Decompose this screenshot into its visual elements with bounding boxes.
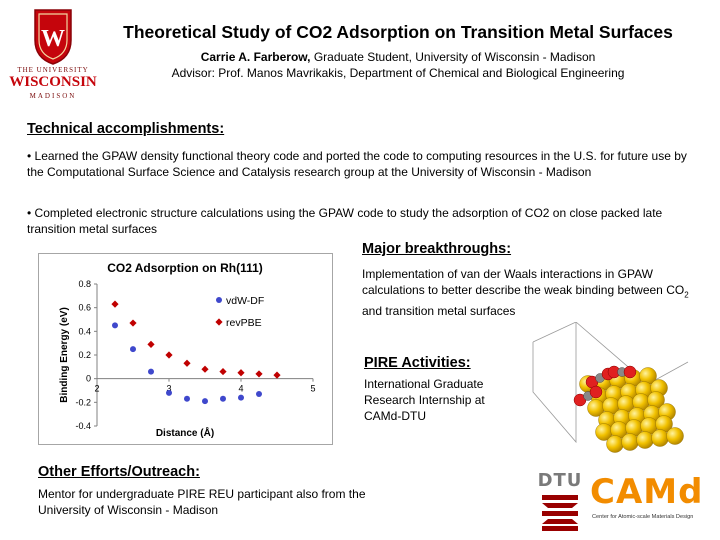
legend-label: revPBE [226, 317, 262, 329]
data-point-vdw-df [148, 368, 154, 375]
y-tick-label: 0.6 [78, 303, 91, 313]
uw-logo-line4: MADISON [29, 92, 77, 100]
pire-heading: PIRE Activities: [364, 355, 471, 371]
y-tick-label: 0 [86, 374, 91, 384]
data-point-vdw-df [238, 394, 244, 401]
uw-logo-line3: WISCONSIN [9, 74, 97, 90]
molecular-model [528, 321, 698, 470]
x-axis-label: Distance (Å) [156, 426, 214, 439]
data-point-vdw-df [202, 398, 208, 405]
data-point-revpbe [129, 319, 137, 327]
y-tick-label: -0.2 [75, 397, 91, 407]
uw-logo-line1: THE UNIVERSITY [17, 66, 89, 74]
major-heading: Major breakthroughs: [362, 241, 512, 257]
technical-bullet-1: • Learned the GPAW density functional th… [27, 149, 687, 179]
y-tick-label: 0.4 [78, 326, 91, 336]
major-text-subscript: 2 [684, 290, 689, 300]
data-point-revpbe [183, 359, 191, 367]
x-tick-label: 2 [94, 384, 99, 394]
chart-container: CO2 Adsorption on Rh(111) -0.4 -0.2 0 0.2 0.4… [38, 253, 333, 445]
gold-atom [666, 427, 684, 445]
gold-atom [606, 435, 624, 453]
y-axis-label: Binding Energy (eV) [59, 307, 70, 403]
metal-slab-co2-icon [532, 321, 689, 453]
camd-logo-text: CAMd [590, 472, 704, 512]
advisor-line: Advisor: Prof. Manos Mavrikakis, Departm… [171, 66, 625, 80]
data-point-revpbe [255, 370, 263, 378]
data-point-vdw-df [184, 395, 190, 402]
author-line: Carrie A. Farberow, Graduate Student, Un… [80, 50, 716, 64]
data-point-revpbe [237, 369, 245, 377]
data-point-vdw-df [220, 395, 226, 402]
chart-title: CO2 Adsorption on Rh(111) [107, 261, 263, 275]
major-text-part1: Implementation of van der Waals interact… [362, 267, 685, 297]
author-name: Carrie A. Farberow, [200, 50, 311, 64]
y-tick-label: -0.4 [75, 421, 91, 431]
technical-heading: Technical accomplishments: [27, 121, 225, 137]
y-tick-label: 0.2 [78, 350, 91, 360]
camd-logo: CAMd Center for Atomic-scale Materials D… [588, 472, 716, 534]
dtu-emblem-icon [542, 495, 578, 531]
other-heading: Other Efforts/Outreach: [38, 464, 200, 480]
other-text: Mentor for undergraduate PIRE REU partic… [38, 487, 366, 517]
data-point-vdw-df [112, 322, 118, 329]
dtu-logo: DTU [536, 470, 584, 532]
uw-logo: W THE UNIVERSITY OF WISCONSIN MADISON [6, 6, 100, 102]
major-text-part2: and transition metal surfaces [362, 304, 516, 319]
data-point-revpbe [111, 300, 119, 308]
poster-title: Theoretical Study of CO2 Adsorption on T… [123, 22, 673, 42]
svg-text:W: W [41, 26, 65, 52]
co2-molecule-3 [607, 365, 637, 379]
data-point-revpbe [201, 365, 209, 373]
dtu-logo-text: DTU [537, 470, 583, 491]
data-point-revpbe [219, 367, 227, 376]
pire-text: International Graduate Research Internsh… [364, 377, 485, 423]
y-tick-label: 0.8 [78, 279, 91, 289]
x-tick-label: 3 [166, 384, 171, 394]
gold-atom [621, 433, 639, 451]
binding-energy-chart: CO2 Adsorption on Rh(111) -0.4 -0.2 0 0.2 0.4… [59, 261, 316, 439]
x-tick-label: 4 [238, 384, 243, 394]
data-point-revpbe [273, 371, 281, 379]
data-point-vdw-df [166, 389, 172, 396]
gold-atom [636, 431, 654, 449]
data-point-vdw-df [130, 346, 136, 353]
gold-atom [651, 429, 669, 447]
data-point-revpbe [165, 351, 173, 359]
major-text: Implementation of van der Waals interact… [362, 266, 692, 319]
legend-marker [215, 318, 223, 326]
uw-crest-icon: W [34, 9, 72, 65]
author-role: Graduate Student, University of Wisconsi… [310, 50, 596, 64]
data-point-revpbe [147, 340, 155, 348]
x-tick-label: 5 [310, 384, 315, 394]
co2-molecule-2 [573, 385, 603, 407]
legend-marker [216, 297, 222, 303]
data-point-vdw-df [256, 391, 262, 398]
technical-bullet-2: • Completed electronic structure calcula… [27, 206, 663, 236]
camd-logo-subtitle: Center for Atomic-scale Materials Design [592, 514, 694, 520]
legend-label: vdW-DF [226, 295, 264, 307]
